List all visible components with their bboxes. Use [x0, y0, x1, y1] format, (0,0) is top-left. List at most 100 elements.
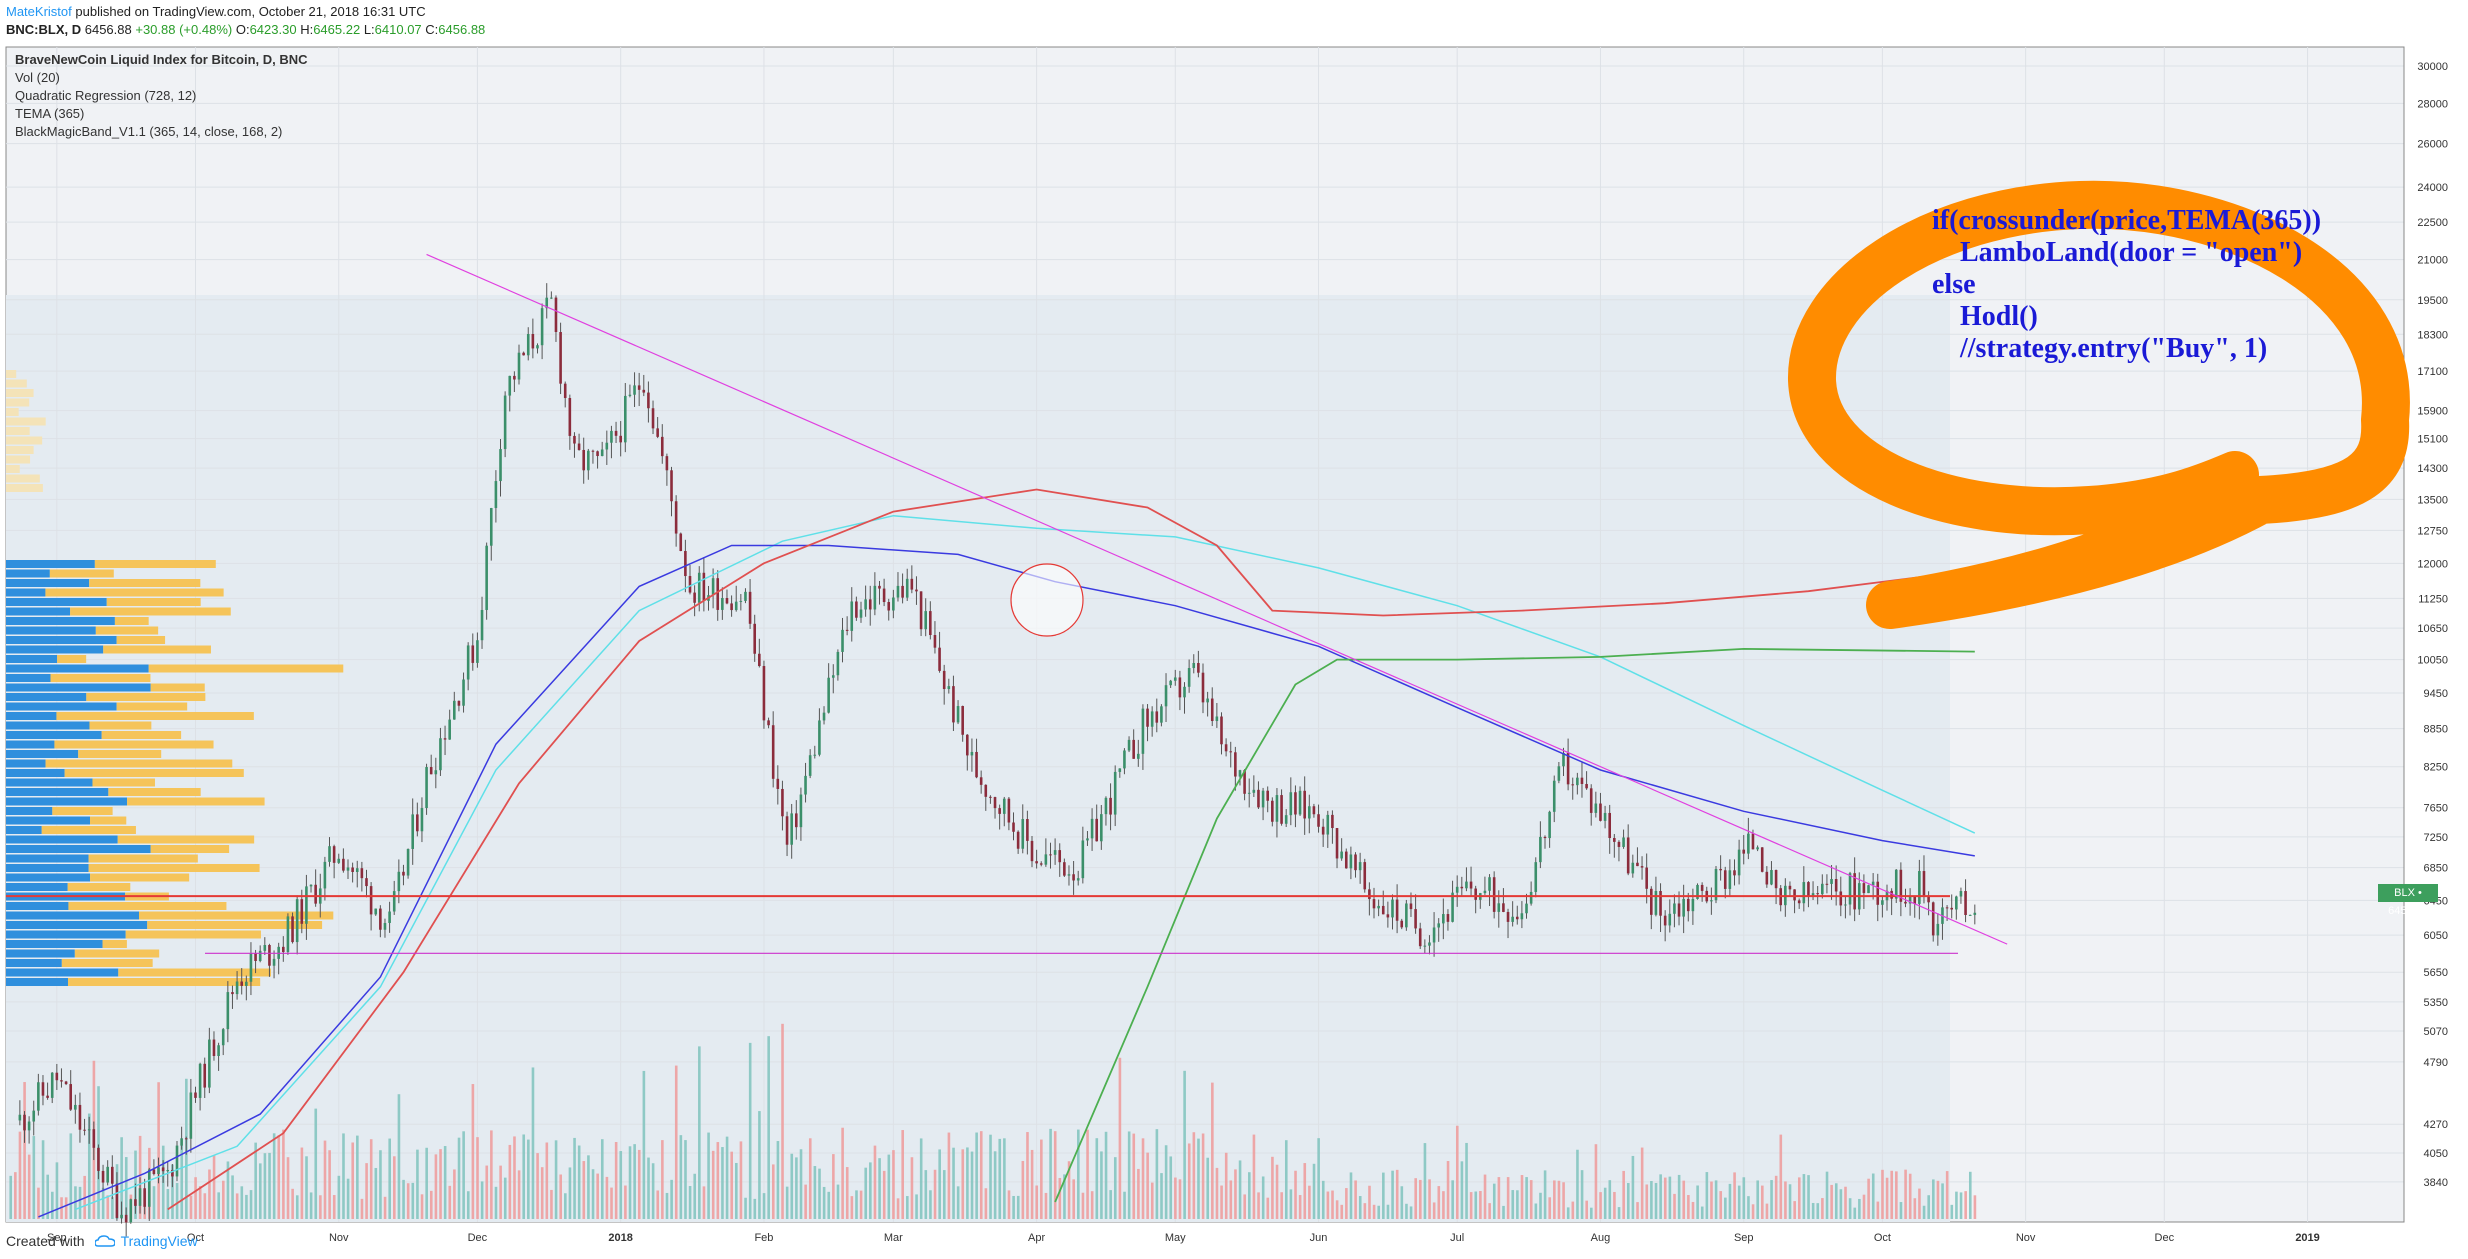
candle-body: [901, 585, 904, 598]
candle-body: [1428, 942, 1431, 946]
candle-body: [1113, 771, 1117, 815]
candle-body: [1224, 744, 1228, 752]
candle-body: [1525, 903, 1528, 914]
legend-main-series[interactable]: BraveNewCoin Liquid Index for Bitcoin, D…: [15, 52, 308, 67]
vp-bar-up: [6, 607, 71, 616]
candle-body: [1261, 790, 1265, 808]
price-change: +30.88 (+0.48%): [135, 22, 233, 37]
volume-bar: [873, 1145, 877, 1219]
candle-body: [1515, 916, 1519, 920]
price-tick-label: 26000: [2417, 139, 2448, 151]
candle-body: [1474, 888, 1477, 900]
vp-bar-down: [90, 816, 127, 825]
candle-body: [1206, 698, 1209, 703]
volume-bar: [23, 1082, 26, 1219]
legend-blackmagicband[interactable]: BlackMagicBand_V1.1 (365, 14, close, 168…: [15, 124, 283, 139]
volume-bar: [1862, 1194, 1866, 1219]
candle-body: [924, 611, 928, 630]
legend-volume[interactable]: Vol (20): [15, 70, 60, 85]
vp-bar-down: [114, 617, 149, 625]
candle-body: [175, 1145, 179, 1177]
candle-body: [734, 601, 738, 611]
vp-bar-up: [6, 740, 55, 749]
volume-bar: [1030, 1149, 1034, 1219]
candle-body: [513, 375, 516, 380]
volume-bar: [707, 1132, 710, 1219]
volume-bar: [1654, 1182, 1658, 1219]
volume-bar: [1539, 1192, 1542, 1219]
candle-body: [1358, 862, 1362, 871]
volume-bar: [545, 1142, 549, 1219]
candle-body: [1488, 877, 1491, 891]
close-value: 6456.88: [438, 22, 486, 37]
volume-bar: [1432, 1202, 1436, 1219]
candle-body: [725, 598, 729, 604]
candle-body: [684, 550, 687, 577]
volume-bar: [263, 1153, 267, 1219]
vp-bar-up: [6, 873, 91, 882]
vp-bar-light: [6, 465, 20, 473]
candle-body: [1053, 850, 1057, 855]
candle-body: [1455, 886, 1459, 893]
low-value: 6410.07: [374, 22, 422, 37]
volume-bar: [46, 1174, 49, 1219]
vp-bar-down: [147, 921, 323, 929]
volume-bar: [832, 1154, 835, 1219]
candle-body: [286, 916, 290, 953]
volume-bar: [952, 1147, 955, 1219]
volume-bar: [101, 1187, 105, 1219]
volume-bar: [1261, 1176, 1265, 1219]
volume-bar: [1885, 1177, 1889, 1219]
volume-bar: [1867, 1178, 1870, 1219]
volume-bar: [1899, 1202, 1903, 1219]
volume-bar: [1742, 1177, 1746, 1219]
volume-bar: [776, 1141, 780, 1219]
volume-bar: [175, 1182, 179, 1219]
candle-body: [489, 508, 493, 546]
volume-bar: [845, 1167, 849, 1219]
volume-bar: [1636, 1202, 1639, 1219]
price-tick-label: 28000: [2417, 98, 2448, 110]
volume-bar: [291, 1188, 294, 1219]
volume-bar: [1003, 1138, 1006, 1219]
volume-bar: [1737, 1185, 1741, 1219]
volume-bar: [448, 1185, 452, 1219]
volume-bar: [1751, 1204, 1755, 1219]
candle-body: [577, 443, 581, 450]
price-tick-label: 17100: [2417, 366, 2448, 378]
candle-body: [1908, 896, 1912, 904]
volume-bars: [9, 1023, 1977, 1219]
volume-bar: [157, 1082, 160, 1219]
price-tick-label: 13500: [2417, 494, 2448, 506]
legend-tema[interactable]: TEMA (365): [15, 106, 85, 121]
price-tick-label: 12750: [2417, 525, 2448, 537]
author-link[interactable]: MateKristof: [6, 4, 72, 19]
volume-bar: [577, 1145, 581, 1219]
candle-body: [1640, 866, 1644, 868]
candle-body: [1229, 751, 1233, 753]
volume-bar: [235, 1193, 239, 1219]
candle-body: [1266, 790, 1270, 801]
candle-body: [1945, 907, 1949, 909]
candle-body: [1409, 903, 1413, 910]
volume-bar: [425, 1147, 428, 1219]
volume-bar: [1645, 1184, 1649, 1219]
candle-body: [231, 992, 234, 995]
candle-body: [388, 911, 391, 923]
time-tick-label: 2018: [608, 1232, 632, 1244]
candle-body: [1132, 739, 1135, 759]
candle-body: [245, 981, 248, 986]
legend-quadratic-regression[interactable]: Quadratic Regression (728, 12): [15, 88, 197, 103]
vp-bar-down: [90, 873, 190, 882]
volume-bar: [1821, 1198, 1824, 1219]
volume-bar: [466, 1191, 470, 1219]
tradingview-link[interactable]: TradingView: [94, 1233, 198, 1249]
volume-bar: [1682, 1180, 1686, 1219]
candle-body: [1552, 780, 1556, 812]
candle-body: [554, 297, 558, 333]
candle-body: [1354, 854, 1357, 871]
candle-body: [1187, 668, 1191, 687]
candle-body: [790, 813, 793, 845]
volume-bar: [1146, 1152, 1149, 1219]
